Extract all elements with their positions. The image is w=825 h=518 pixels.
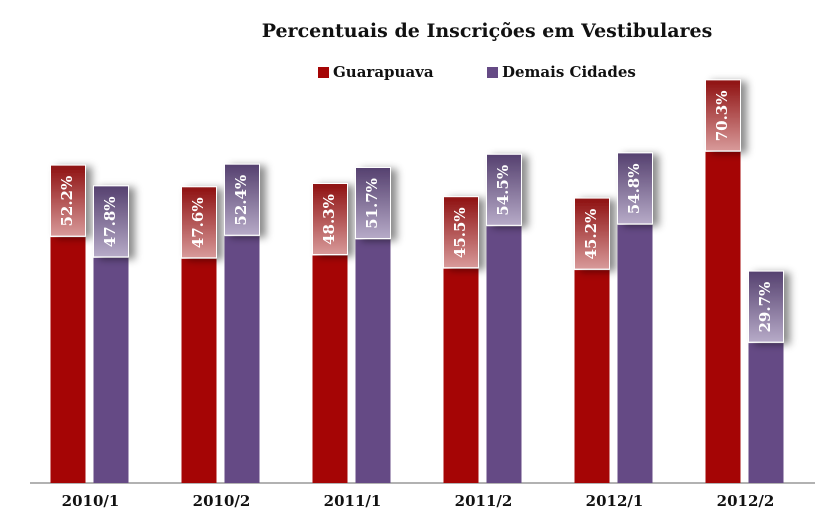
value-label-box (443, 196, 479, 269)
value-label-box (181, 186, 217, 259)
bar (443, 268, 479, 483)
x-tick-label: 2011/1 (324, 492, 382, 510)
value-label-box (748, 270, 784, 343)
bar (93, 257, 129, 483)
value-label: 45.2% (582, 209, 600, 260)
legend-swatch (487, 67, 498, 78)
value-label-box (312, 183, 348, 256)
bar (486, 226, 522, 483)
bar (50, 237, 86, 483)
x-tick-label: 2011/2 (455, 492, 513, 510)
bar (312, 255, 348, 483)
value-label-box (355, 166, 391, 239)
value-label: 45.5% (451, 207, 469, 258)
x-tick-label: 2010/2 (193, 492, 251, 510)
legend-label: Guarapuava (333, 63, 434, 81)
value-label-box (705, 79, 741, 152)
value-label: 52.4% (232, 175, 250, 226)
x-tick-label: 2012/2 (717, 492, 775, 510)
x-tick-label: 2012/1 (586, 492, 644, 510)
value-label: 70.3% (713, 90, 731, 141)
value-label-box (574, 197, 610, 270)
bar (617, 224, 653, 483)
value-label-box (93, 185, 129, 258)
value-label-box (617, 152, 653, 225)
value-label: 51.7% (363, 178, 381, 229)
value-label: 29.7% (756, 282, 774, 333)
chart-title: Percentuais de Inscrições em Vestibulare… (262, 20, 713, 42)
bar (748, 343, 784, 483)
value-label-box (224, 163, 260, 236)
value-label-box (50, 164, 86, 237)
legend-label: Demais Cidades (502, 63, 636, 81)
x-tick-label: 2010/1 (62, 492, 120, 510)
bar (574, 270, 610, 483)
bar (224, 236, 260, 483)
bar (181, 258, 217, 483)
value-label: 54.5% (494, 165, 512, 216)
bar (355, 239, 391, 483)
value-label: 52.2% (58, 176, 76, 227)
value-label: 47.8% (101, 196, 119, 247)
value-label: 54.8% (625, 163, 643, 214)
bar (705, 151, 741, 483)
legend-swatch (318, 67, 329, 78)
value-label-box (486, 153, 522, 226)
value-label: 48.3% (320, 194, 338, 245)
value-label: 47.6% (189, 197, 207, 248)
